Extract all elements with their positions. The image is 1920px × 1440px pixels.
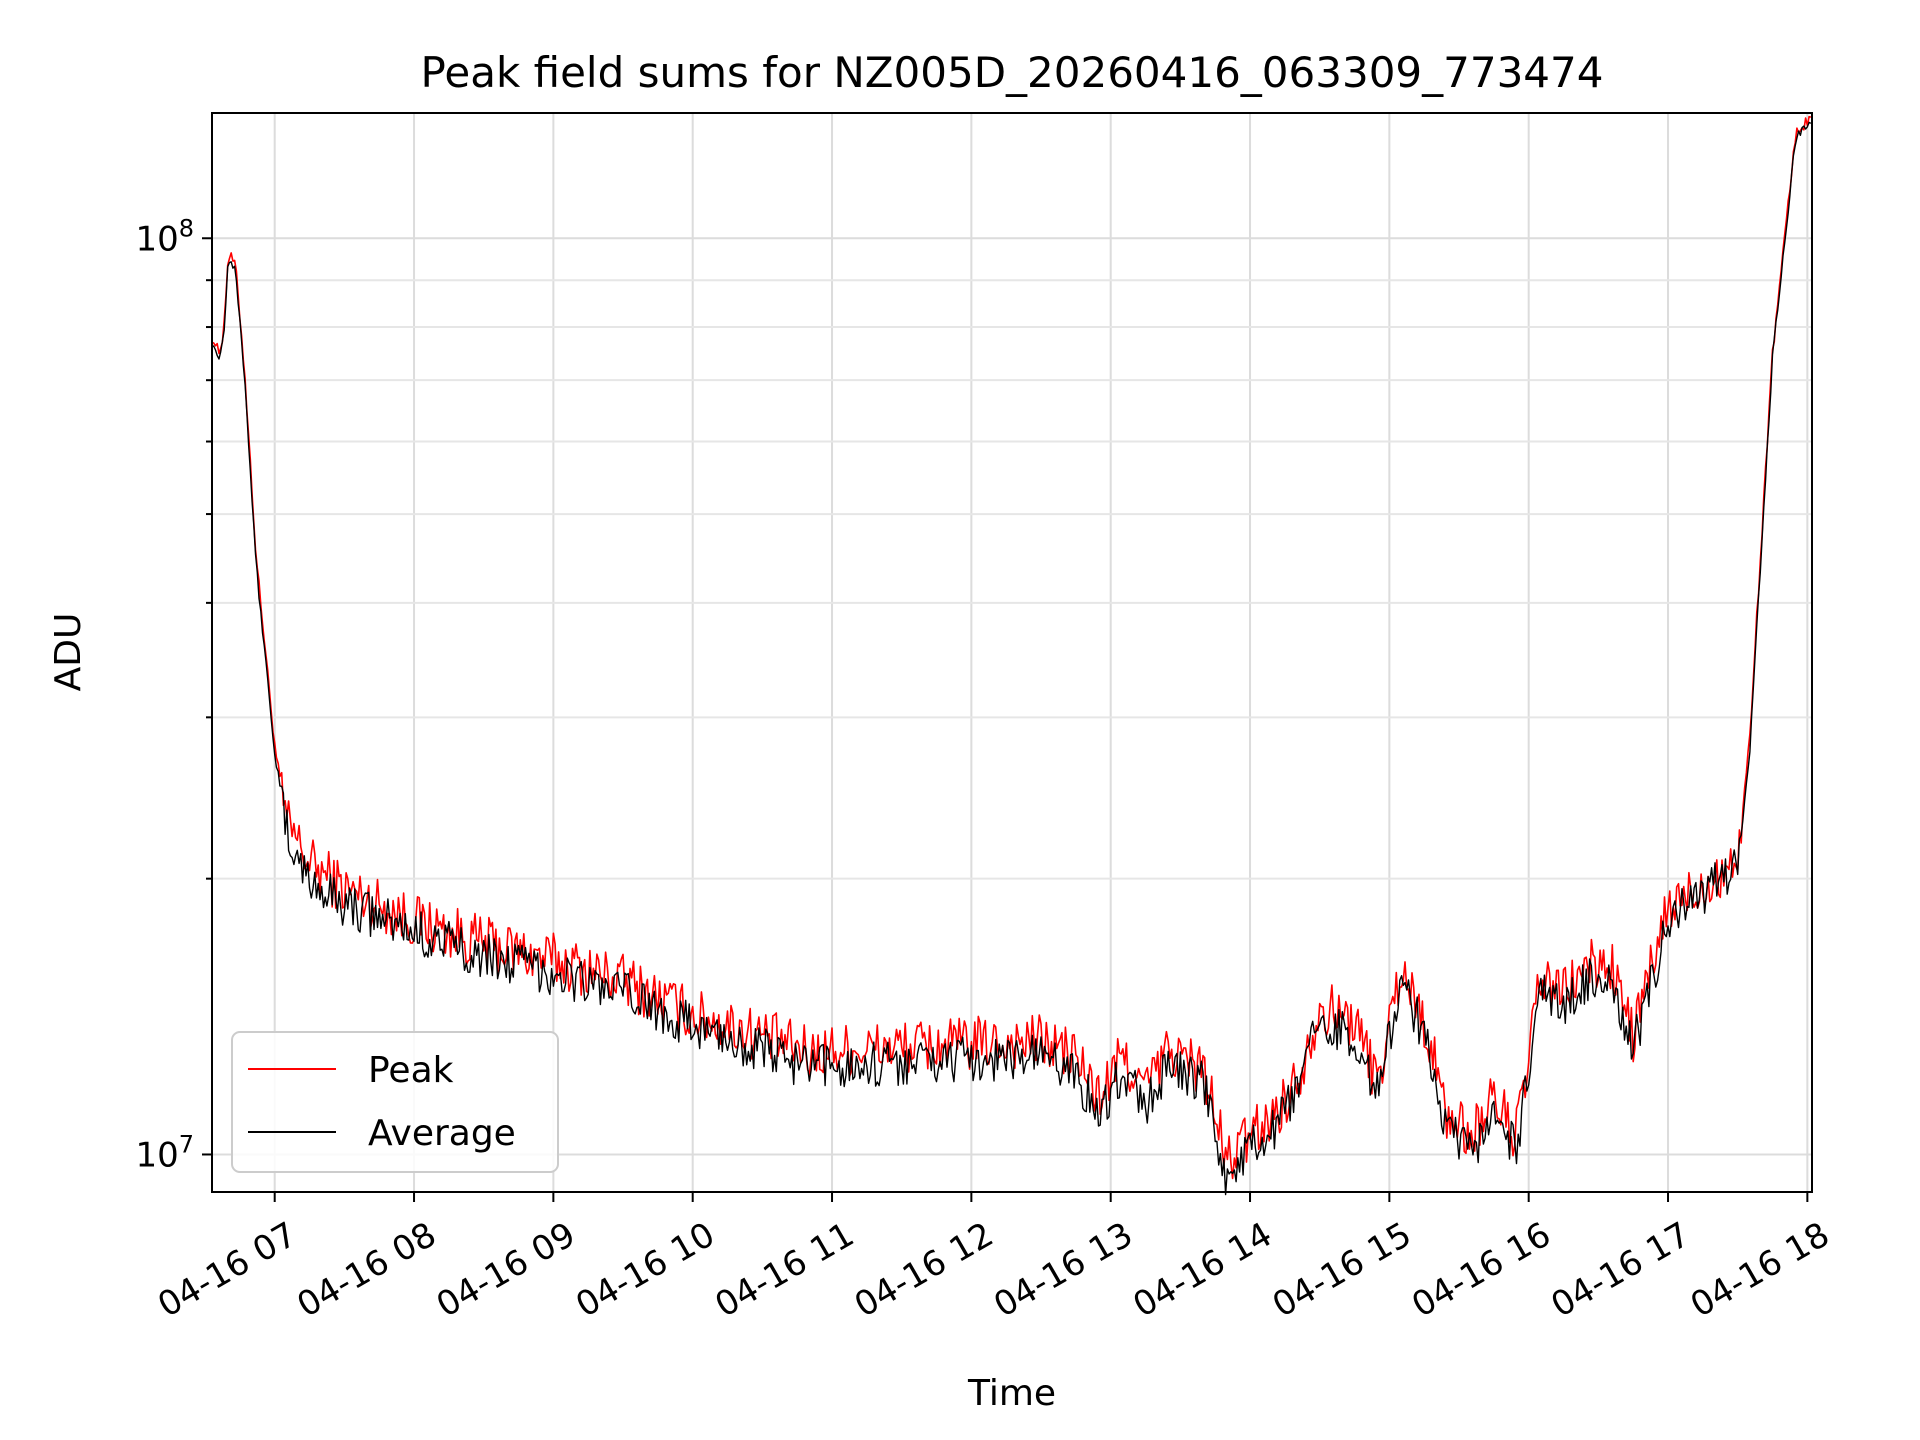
series-lines <box>211 115 1812 1196</box>
y-axis-ticks: 107 108 <box>135 214 212 1175</box>
legend: Peak Average <box>231 1031 559 1173</box>
y-axis-label: ADU <box>48 613 89 692</box>
chart-title: Peak field sums for NZ005D_20260416_0633… <box>421 48 1604 97</box>
y-tick-label: 107 <box>135 1130 194 1175</box>
plot-area-frame <box>211 112 1813 1193</box>
legend-label-peak: Peak <box>368 1050 454 1091</box>
series-line-peak <box>211 115 1812 1180</box>
grid <box>212 113 1812 1192</box>
series-line-average <box>211 121 1812 1196</box>
x-axis-label: Time <box>967 1373 1056 1414</box>
y-tick-label: 108 <box>135 214 194 259</box>
legend-label-average: Average <box>368 1113 516 1154</box>
legend-box <box>231 1031 559 1173</box>
